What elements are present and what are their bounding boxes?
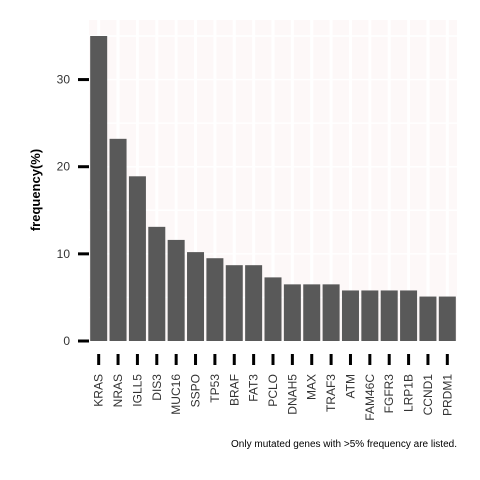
x-tick [310, 354, 314, 365]
bar-dnah5 [283, 284, 301, 341]
bar-tp53 [206, 258, 224, 341]
x-tick [290, 354, 294, 365]
bar-sspo [187, 252, 205, 341]
y-tick-label: 20 [57, 160, 71, 174]
x-tick-label: CCND1 [421, 374, 435, 416]
y-tick [78, 78, 89, 82]
bars [90, 36, 456, 341]
x-tick [116, 354, 120, 365]
bar-dis3 [148, 226, 166, 341]
bar-braf [225, 265, 243, 341]
y-tick-label: 0 [63, 334, 70, 348]
y-tick [78, 252, 89, 256]
bar-kras [90, 36, 108, 341]
x-tick [445, 354, 449, 365]
y-axis-label: frequency(%) [28, 149, 43, 231]
bar-prdm1 [438, 296, 456, 341]
x-tick-label: IGLL5 [130, 374, 144, 407]
x-tick-label: PCLO [266, 374, 280, 407]
x-tick [135, 354, 139, 365]
x-axis: KRAS NRAS IGLL5 DIS3 MUC16 SSPO TP53 BRAF FAT3 PC… [92, 354, 454, 421]
x-tick-label: ATM [343, 374, 357, 398]
x-tick [368, 354, 372, 365]
bar-atm [341, 290, 359, 341]
bar-igll5 [128, 176, 146, 341]
bar-traf3 [322, 284, 340, 341]
x-tick [97, 354, 101, 365]
x-tick [174, 354, 178, 365]
bar-lrp1b [400, 290, 418, 341]
x-tick-label: SSPO [189, 374, 203, 407]
x-tick-label: DIS3 [150, 374, 164, 401]
x-tick-label: BRAF [227, 374, 241, 406]
bar-pclo [264, 277, 282, 341]
x-tick [348, 354, 352, 365]
y-tick-label: 10 [57, 247, 71, 261]
x-tick [407, 354, 411, 365]
x-tick-label: MAX [305, 374, 319, 400]
y-axis: 0 10 20 30 [57, 73, 89, 348]
x-tick-label: FAT3 [247, 374, 261, 402]
x-tick-label: TP53 [208, 374, 222, 403]
bar-ccnd1 [419, 296, 437, 341]
x-tick-label: PRDM1 [440, 374, 454, 416]
x-tick [252, 354, 256, 365]
x-tick-label: LRP1B [402, 374, 416, 412]
y-tick [78, 339, 89, 343]
y-tick [78, 165, 89, 169]
x-tick-label: FAM46C [363, 374, 377, 421]
x-tick-label: TRAF3 [324, 374, 338, 412]
x-tick-label: MUC16 [169, 374, 183, 415]
chart-caption: Only mutated genes with >5% frequency ar… [231, 439, 457, 450]
x-tick [329, 354, 333, 365]
bar-nras [109, 138, 127, 341]
bar-fam46c [361, 290, 379, 341]
bar-max [303, 284, 321, 341]
x-tick-label: NRAS [111, 374, 125, 407]
x-tick [155, 354, 159, 365]
x-tick [271, 354, 275, 365]
bar-muc16 [167, 239, 185, 341]
x-tick-label: DNAH5 [285, 374, 299, 415]
x-tick [426, 354, 430, 365]
x-tick-label: KRAS [92, 374, 106, 407]
y-tick-label: 30 [57, 73, 71, 87]
x-tick [194, 354, 198, 365]
x-tick [232, 354, 236, 365]
bar-fat3 [245, 265, 263, 341]
x-tick-label: FGFR3 [382, 374, 396, 414]
bar-fgfr3 [380, 290, 398, 341]
x-tick [387, 354, 391, 365]
x-tick [213, 354, 217, 365]
